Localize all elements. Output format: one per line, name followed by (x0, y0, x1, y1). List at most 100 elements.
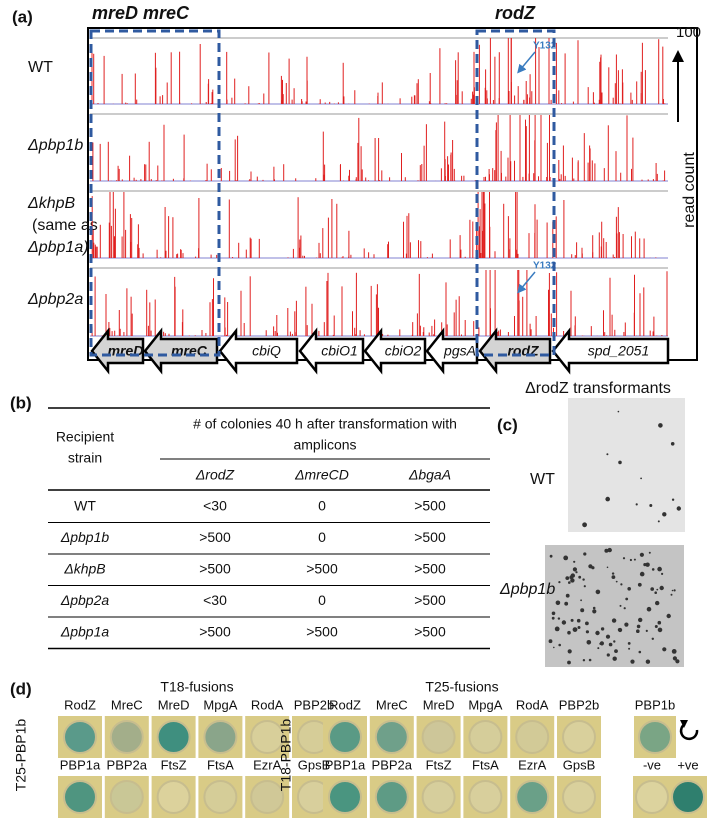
colony (595, 630, 600, 636)
colony (605, 634, 611, 639)
scale-max: 100 (676, 24, 701, 41)
colony (580, 599, 582, 602)
colony (671, 498, 675, 501)
well (468, 780, 503, 814)
colony (582, 522, 587, 528)
colony (575, 571, 578, 574)
colony (551, 611, 556, 616)
well-label: +ve (677, 757, 698, 772)
track-label: ΔkhpB (27, 195, 76, 212)
group-title: T18-fusions (160, 679, 233, 695)
colony (565, 593, 570, 598)
colony (592, 609, 597, 614)
colony (564, 601, 569, 606)
well-label: EzrA (253, 757, 282, 772)
cycle-icon-head (680, 720, 688, 728)
column-header: ΔmreCD (294, 467, 349, 483)
colony (625, 597, 629, 601)
site-label: Y132 (533, 41, 557, 52)
well (671, 780, 705, 814)
colony (649, 504, 653, 507)
well (109, 720, 144, 754)
well-label: PBP2a (107, 757, 148, 772)
colony (639, 571, 645, 577)
well (156, 780, 191, 814)
colony (618, 460, 622, 465)
colony (633, 558, 636, 561)
colony (636, 624, 641, 629)
colony (577, 626, 581, 629)
colony (617, 628, 622, 632)
well (156, 720, 191, 754)
table-cell: 0 (318, 498, 326, 514)
well-label: PBP2b (294, 697, 334, 712)
colony (661, 572, 664, 576)
table-cell: >500 (414, 624, 446, 640)
colony (623, 607, 626, 610)
table-cell: <30 (203, 592, 227, 608)
well-label: GpsB (298, 757, 331, 772)
colony (671, 649, 677, 654)
table-cell: WT (74, 498, 96, 514)
colony (650, 587, 654, 591)
colony (604, 548, 609, 553)
well-label: FtsA (207, 757, 234, 772)
track-label: Δpbp2a (27, 291, 83, 308)
colony (567, 630, 571, 635)
gene-arrow (551, 327, 670, 375)
colony (628, 647, 631, 650)
colony (549, 554, 553, 558)
well (328, 780, 362, 814)
colony (627, 587, 631, 591)
colony (576, 618, 581, 623)
row-header: Recipient (56, 429, 114, 445)
colony (671, 589, 674, 592)
well-label: MreC (111, 697, 143, 712)
colony (627, 642, 631, 645)
colony (620, 583, 623, 586)
colony (597, 647, 600, 650)
well-label: PBP1a (325, 757, 366, 772)
colony (645, 659, 651, 664)
well (421, 720, 456, 754)
colony (659, 585, 664, 591)
gene-arrow (298, 327, 365, 375)
table-cell: <30 (203, 498, 227, 514)
well (515, 720, 550, 754)
colony (613, 640, 616, 643)
table-cell: >500 (414, 592, 446, 608)
colony (573, 560, 576, 563)
colony (615, 580, 618, 583)
well-label: MpgA (468, 697, 502, 712)
plate-label: WT (530, 471, 555, 488)
colony (567, 660, 571, 665)
colony (655, 600, 660, 606)
well (203, 780, 238, 814)
well-label: MpgA (203, 697, 237, 712)
axis-label: read count (681, 152, 698, 228)
table-cell: Δpbp1a (60, 624, 110, 640)
gene-label: spd_2051 (588, 343, 650, 359)
colony (648, 551, 651, 554)
track-label: Δpbp1a) (27, 239, 89, 256)
table-cell: >500 (414, 561, 446, 577)
colony (553, 646, 555, 649)
colony (578, 575, 582, 579)
well-label: PBP1a (60, 757, 101, 772)
panel-label: (b) (10, 393, 32, 412)
well (562, 720, 596, 754)
colony (651, 568, 655, 571)
gene-label: cbiO1 (321, 343, 358, 359)
colony (611, 575, 616, 579)
colony (588, 658, 592, 662)
gene-arrow (363, 327, 427, 375)
well (638, 720, 672, 754)
well-label: GpsB (563, 757, 596, 772)
panel-label: (d) (10, 679, 32, 698)
colony (582, 659, 586, 662)
well-label: PBP2b (559, 697, 599, 712)
colony (585, 630, 590, 634)
colony (608, 642, 613, 647)
colony (658, 423, 663, 428)
